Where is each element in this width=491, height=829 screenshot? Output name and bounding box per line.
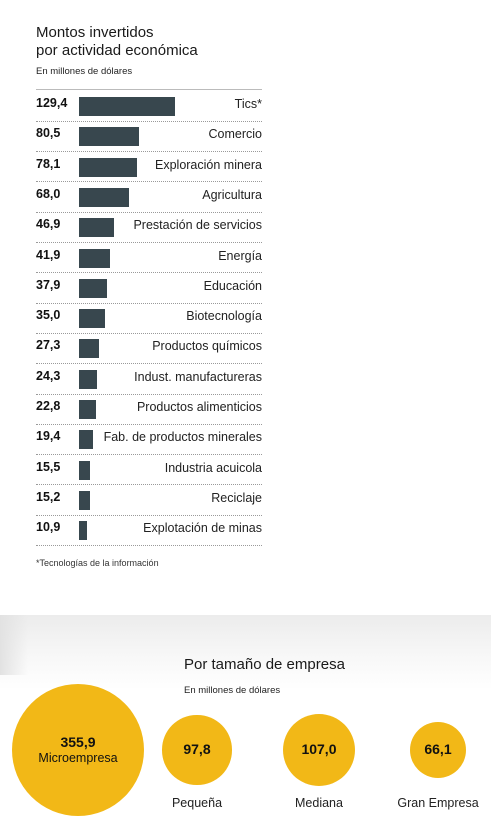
bar-value-label: 41,9 [36,247,61,262]
bar [79,97,175,116]
bar-value-label: 35,0 [36,308,61,323]
bubble-category-label: Pequeña [171,796,223,810]
chart-title-line1: Montos invertidos por actividad económica [36,24,198,60]
row-divider [36,302,262,304]
bar-row: 78,1 Exploración minera [36,152,262,182]
bar-value-label: 27,3 [36,338,61,353]
category-label: Fab. de productos minerales [99,430,262,445]
bar-value-label: 129,4 [36,96,68,110]
bar-value-label: 46,9 [36,217,61,232]
bar-row: 27,3 Productos químicos [36,333,262,363]
bar [79,430,94,450]
bar [79,218,114,238]
bar-row: 10,9 Explotación de minas [36,515,262,545]
bar-value-label: 22,8 [36,399,61,413]
bar-row: 68,0 Agricultura [36,182,262,212]
category-label: Productos alimenticios [132,400,262,414]
section-background-edge [0,615,28,675]
bubble: 355,9 Microempresa [12,684,144,816]
bubble-value-label: 107,0 [301,740,337,757]
category-label: Explotación de minas [139,521,262,536]
bar [79,248,111,268]
bar [79,339,100,359]
category-label: Educación [199,278,262,293]
bar-value-label: 15,2 [36,489,61,504]
bar [79,127,139,147]
category-label: Tics* [230,97,262,111]
row-divider [36,120,262,122]
bar [79,157,137,177]
bar-row: 37,9 Educación [36,273,262,303]
bar-row: 46,9 Prestación de servicios [36,212,262,242]
row-divider [36,332,262,334]
category-label: Energía [214,248,262,263]
row-divider [36,423,262,425]
bubble-value-label: 97,8 [183,740,211,757]
row-divider [36,393,262,395]
category-label: Prestación de servicios [129,218,262,233]
category-label: Indust. manufactureras [130,369,262,384]
bar-value-label: 80,5 [36,126,61,141]
row-divider [36,363,262,365]
bubble: 107,0 [282,713,356,787]
bubble-category-label: Microempresa [38,751,118,765]
bar [79,309,105,329]
category-label: Industria acuicola [160,460,262,475]
bar [79,187,130,207]
bar-row: 41,9 Energía [36,243,262,273]
category-label: Agricultura [198,187,262,202]
category-label: Productos químicos [148,339,262,354]
bubble-category-label: Mediana [295,796,343,810]
row-divider [36,454,262,456]
category-label: Reciclaje [207,490,262,505]
bar-row: 35,0 Biotecnología [36,303,262,333]
row-divider [36,242,262,243]
bar-value-label: 24,3 [36,368,61,383]
divider [36,89,262,90]
bar [79,278,108,298]
bubble-chart-subtitle: En millones de dólares [184,685,281,696]
bar-value-label: 10,9 [36,520,61,535]
bar-row: 15,5 Industria acuicola [36,455,262,485]
row-divider [36,181,262,183]
row-divider [36,272,262,274]
bubble-chart-title: Por tamaño de empresa [184,656,345,673]
chart-title-text: por actividad económica [36,42,198,59]
chart-title-text: Montos invertidos [36,24,154,41]
bar-row: 129,4 Tics* [36,91,262,121]
row-divider [36,484,262,486]
bar-value-label: 78,1 [36,156,61,171]
bar [79,400,96,419]
bubble-category-label: Gran Empresa [397,796,479,810]
bar-value-label: 19,4 [36,429,61,444]
category-label: Exploración minera [151,157,262,172]
bar-value-label: 68,0 [36,186,61,201]
bar-row: 15,2 Reciclaje [36,485,262,515]
category-label: Biotecnología [182,309,262,324]
chart-title: Montos invertidos por actividad económica [36,24,198,60]
row-divider [36,151,262,153]
bubble: 66,1 [409,721,467,779]
row-divider [36,211,262,213]
bar [79,460,91,480]
row-divider [36,545,262,546]
bar-row: 80,5 Comercio [36,121,262,151]
row-divider [36,514,262,516]
bar-row: 22,8 Productos alimenticios [36,394,262,424]
category-label: Comercio [204,127,262,142]
bar-value-label: 37,9 [36,277,61,292]
bubble-value-label: 355,9 [60,734,96,750]
bubble-value-label: 66,1 [424,740,452,757]
bar-row: 24,3 Indust. manufactureras [36,364,262,394]
footnote: *Tecnologías de la información [36,558,159,568]
bar [79,521,88,541]
bar [79,369,98,389]
bar-row: 19,4 Fab. de productos minerales [36,424,262,454]
bubble: 97,8 [162,715,232,785]
chart-subtitle: En millones de dólares [36,66,133,77]
bar-value-label: 15,5 [36,459,61,474]
bar [79,490,91,510]
